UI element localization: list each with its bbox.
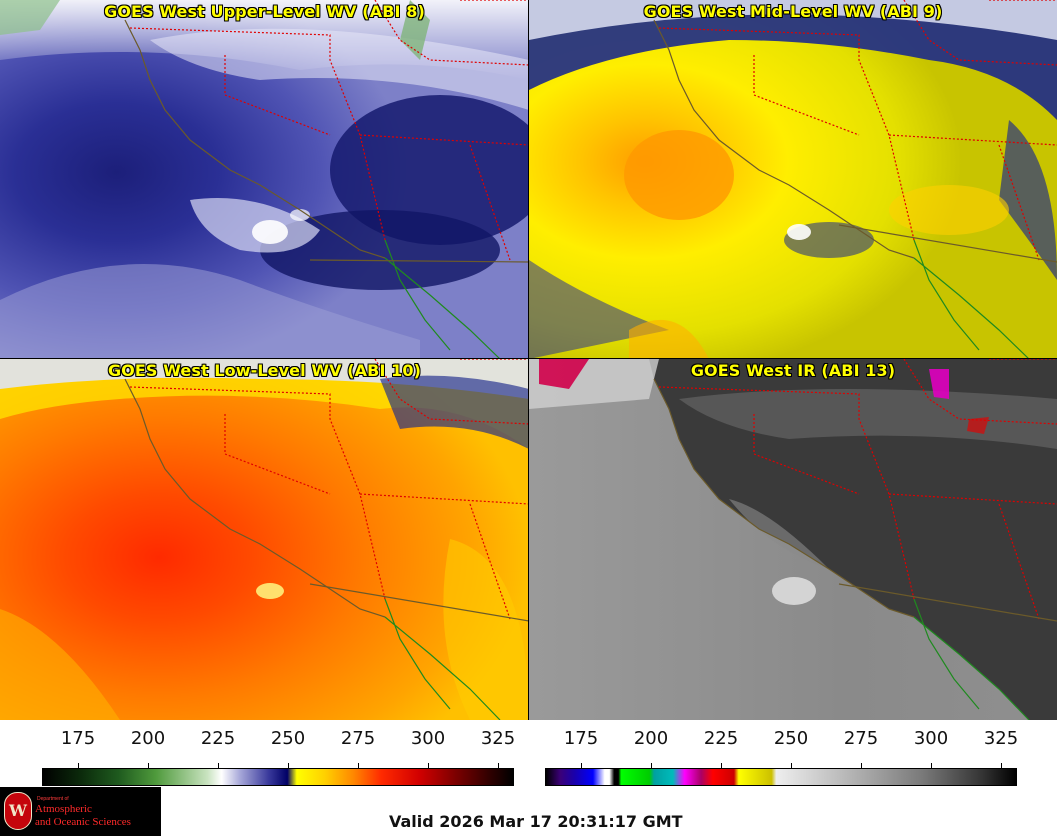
colorbar-tick-label: 225	[703, 728, 739, 749]
mid-level-wv-image	[529, 0, 1057, 359]
wv-colorbar: 175 200 225 250 275 300 325	[42, 728, 516, 788]
panel-title: GOES West Mid-Level WV (ABI 9)	[643, 2, 943, 21]
colorbar-tick-mark	[78, 763, 79, 768]
colorbar-tick-label: 325	[983, 728, 1019, 749]
seal-letter: W	[9, 801, 27, 820]
colorbar-tick-mark	[1001, 763, 1002, 768]
colorbar-tick-mark	[791, 763, 792, 768]
colorbar-tick-mark	[288, 763, 289, 768]
colorbar-tick-mark	[428, 763, 429, 768]
panel-divider-vertical	[528, 0, 529, 720]
colorbar-tick-mark	[218, 763, 219, 768]
colorbar-tick-mark	[931, 763, 932, 768]
panel-title: GOES West IR (ABI 13)	[690, 361, 896, 380]
colorbar-tick-label: 250	[270, 728, 306, 749]
uw-seal-icon: W	[4, 792, 32, 830]
colorbar-tick-mark	[498, 763, 499, 768]
colorbar-tick-label: 175	[60, 728, 96, 749]
colorbar-tick-mark	[861, 763, 862, 768]
logo-line-2: and Oceanic Sciences	[35, 816, 131, 828]
colorbar-tick-mark	[148, 763, 149, 768]
colorbar-tick-label: 300	[913, 728, 949, 749]
aos-logo: W Department of Atmospheric and Oceanic …	[0, 787, 161, 836]
ir-colorbar-gradient	[545, 768, 1017, 786]
colorbar-tick-label: 275	[843, 728, 879, 749]
upper-level-wv-image	[0, 0, 529, 359]
colorbar-tick-mark	[651, 763, 652, 768]
mid-level-wv-panel: GOES West Mid-Level WV (ABI 9)	[529, 0, 1057, 359]
logo-line-1: Atmospheric	[35, 803, 92, 815]
colorbar-tick-label: 225	[200, 728, 236, 749]
valid-time-label: Valid 2026 Mar 17 20:31:17 GMT	[389, 812, 683, 831]
colorbar-tick-label: 175	[563, 728, 599, 749]
colorbar-tick-label: 200	[130, 728, 166, 749]
colorbar-tick-mark	[358, 763, 359, 768]
colorbar-tick-mark	[581, 763, 582, 768]
panel-title: GOES West Upper-Level WV (ABI 8)	[104, 2, 425, 21]
colorbar-tick-label: 325	[480, 728, 516, 749]
colorbar-tick-label: 200	[633, 728, 669, 749]
upper-level-wv-panel: GOES West Upper-Level WV (ABI 8)	[0, 0, 529, 359]
panel-divider-horizontal	[0, 358, 1057, 359]
colorbar-tick-mark	[721, 763, 722, 768]
colorbar-tick-label: 300	[410, 728, 446, 749]
ir-colorbar: 175 200 225 250 275 300 325	[545, 728, 1019, 788]
colorbar-tick-label: 275	[340, 728, 376, 749]
logo-dept-line: Department of	[37, 796, 69, 802]
low-level-wv-panel: GOES West Low-Level WV (ABI 10)	[0, 359, 529, 720]
low-level-wv-image	[0, 359, 529, 720]
ir-panel: GOES West IR (ABI 13)	[529, 359, 1057, 720]
wv-colorbar-gradient	[42, 768, 514, 786]
ir-image	[529, 359, 1057, 720]
colorbar-tick-label: 250	[773, 728, 809, 749]
panel-title: GOES West Low-Level WV (ABI 10)	[107, 361, 422, 380]
